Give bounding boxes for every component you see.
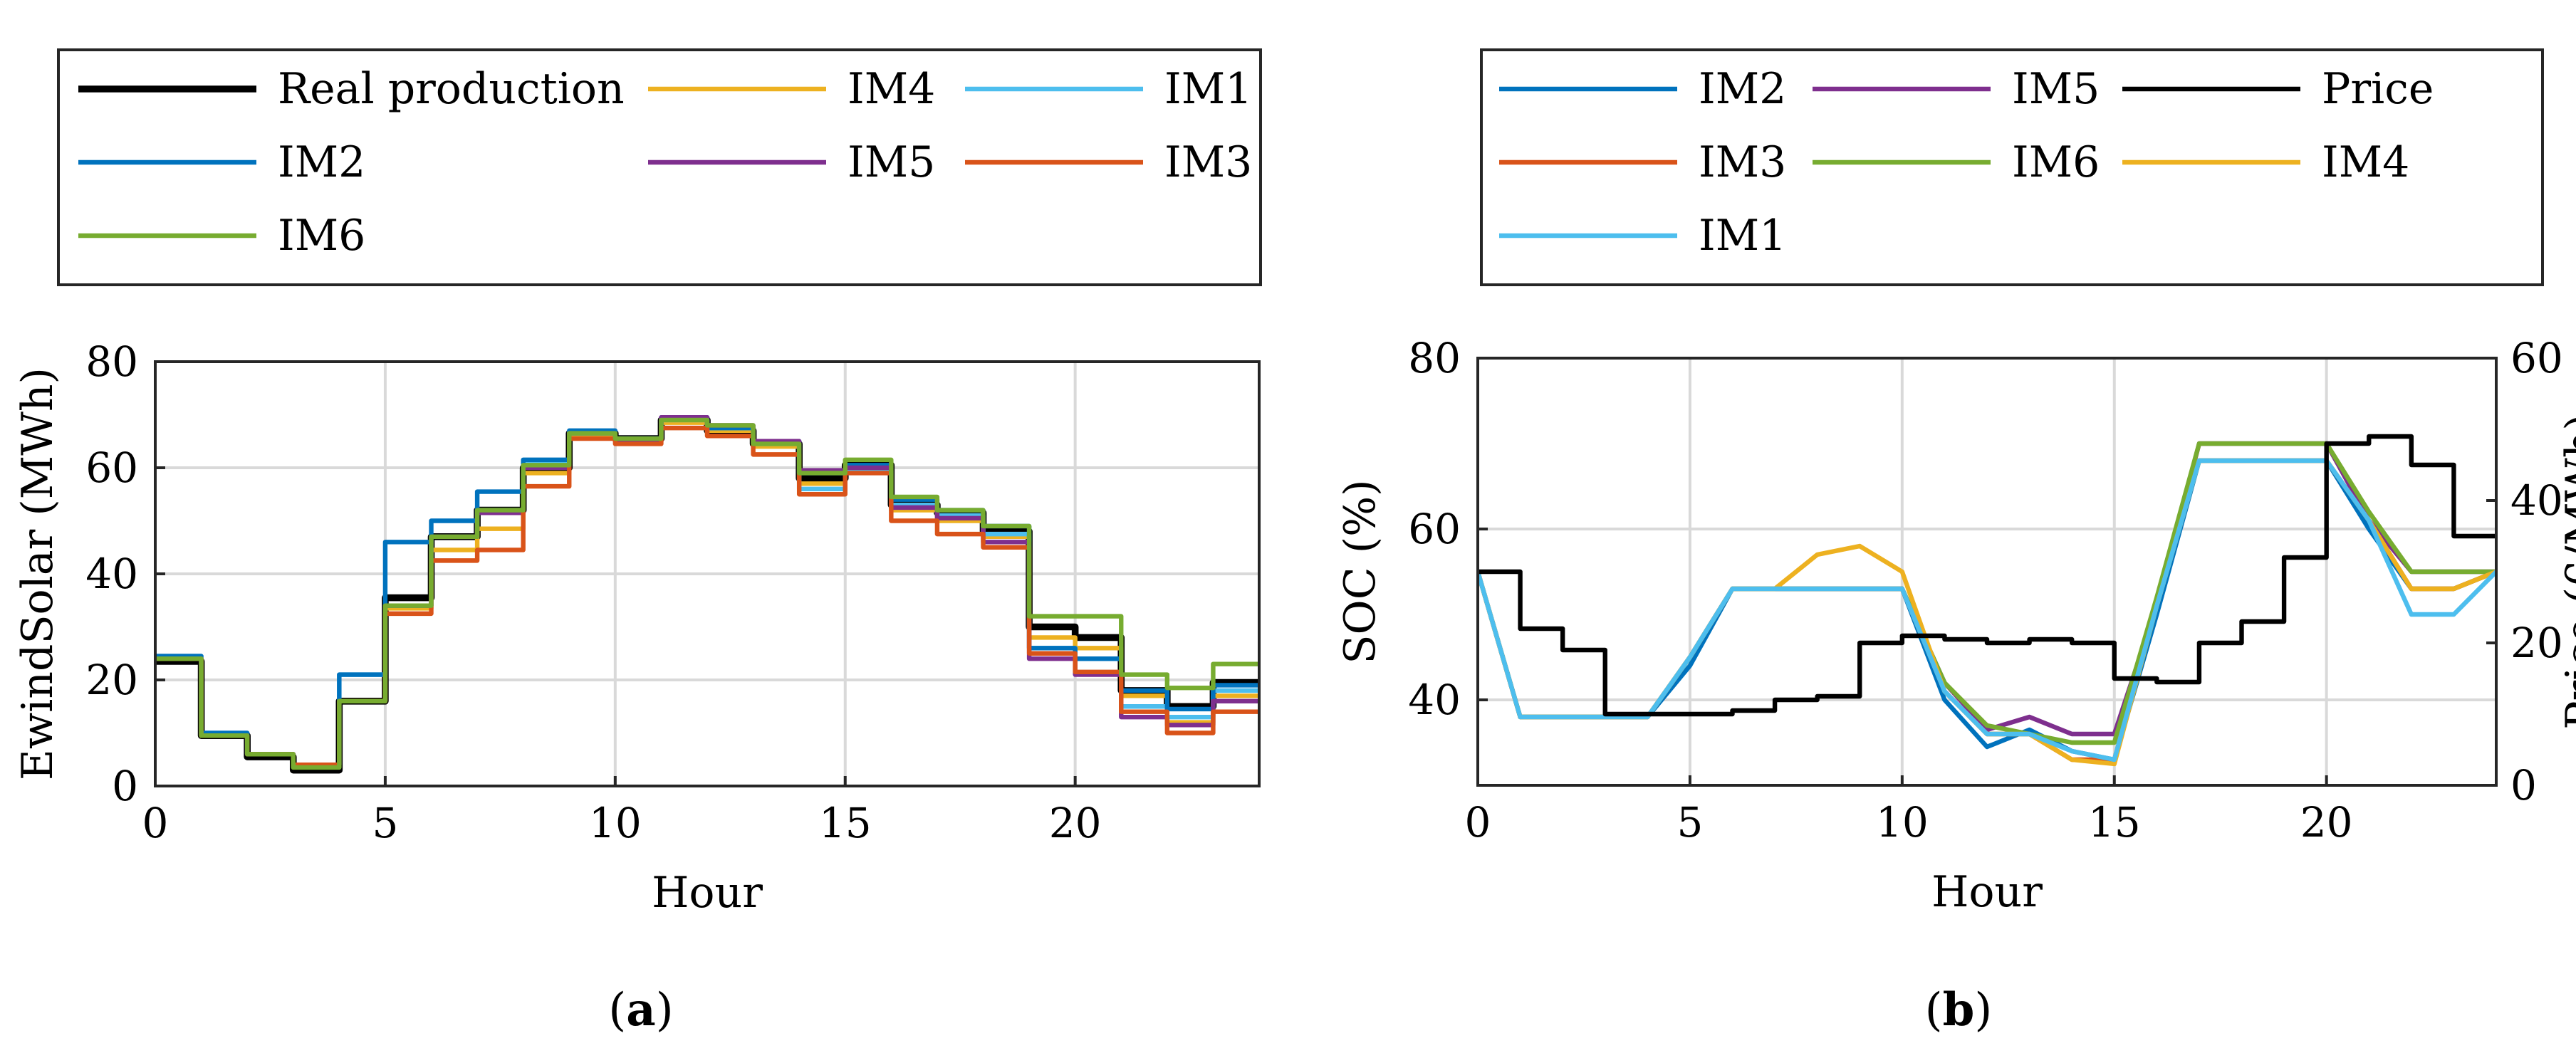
legend-item-im4: IM4 [2122, 137, 2409, 187]
legend-item-im3: IM3 [1499, 137, 1786, 187]
legend-label: IM4 [848, 64, 935, 114]
y-right-tick-label: 20 [2510, 619, 2563, 667]
legend-label: IM3 [1699, 137, 1786, 187]
ticks: 0 5 10 15 20 0 20 40 60 80 [85, 337, 1101, 847]
axes-box [1476, 357, 2498, 787]
x-tick-label: 15 [2088, 798, 2141, 847]
y-tick-label: 40 [1408, 676, 1461, 724]
legend-label: IM5 [848, 137, 935, 187]
legend-label: IM1 [1164, 64, 1252, 114]
legend-label: IM6 [2012, 137, 2100, 187]
legend-item-im4: IM4 [648, 64, 935, 114]
legend-label: IM1 [1699, 211, 1786, 261]
x-tick-label: 20 [1049, 799, 1102, 847]
x-tick-label: 20 [2300, 798, 2353, 847]
legend-item-im2: IM2 [78, 137, 365, 187]
legend-item-im5: IM5 [1813, 64, 2100, 114]
y-tick-label: 40 [85, 550, 138, 598]
y-tick-label: 20 [85, 656, 138, 704]
y-axis-label: EwindSolar (MWh) [13, 367, 63, 780]
series-line-price [1478, 434, 2496, 717]
chart-panel-b: 0 5 10 15 20 40 60 80 0 20 40 60 Hour SOC (%) Price (€… [1335, 48, 2576, 917]
x-axis-label: Hour [652, 868, 763, 918]
legend-item-im6: IM6 [78, 211, 365, 261]
y-right-tick-label: 0 [2510, 761, 2537, 810]
y-axis-label: SOC (%) [1335, 479, 1385, 664]
legend-box [57, 48, 1262, 286]
y-tick-label: 60 [85, 444, 138, 492]
legend-item-real-production: Real production [78, 64, 625, 114]
x-axis-label: Hour [1931, 867, 2043, 917]
x-tick-label: 10 [1876, 798, 1929, 847]
legend-item-im5: IM5 [648, 137, 935, 187]
legend-item-price: Price [2122, 64, 2434, 114]
series-group [1478, 434, 2496, 767]
legend: IM2 IM5 Price IM3 IM6 IM4 IM1 [1480, 48, 2544, 286]
y-tick-label: 80 [85, 337, 138, 386]
y-axis-label-right: Price (€/MWh) [2557, 414, 2576, 729]
x-tick-label: 0 [142, 799, 169, 847]
legend-label: IM2 [278, 137, 365, 187]
y-tick-label: 80 [1408, 334, 1461, 382]
caption-a: (a) [608, 983, 673, 1037]
legend-label: IM4 [2322, 137, 2409, 187]
series-line-im6 [155, 417, 1259, 770]
ticks: 0 5 10 15 20 40 60 80 0 20 40 60 [1408, 334, 2563, 847]
chart-panel-a: 0 5 10 15 20 0 20 40 60 80 Hour EwindSolar (MWh) Rea… [13, 48, 1262, 918]
legend-item-im3: IM3 [965, 137, 1252, 187]
legend-label: Real production [278, 64, 625, 114]
y-right-tick-label: 40 [2510, 476, 2563, 525]
legend-label: IM3 [1164, 137, 1252, 187]
x-tick-label: 5 [1677, 798, 1703, 847]
caption-b: (b) [1925, 983, 1993, 1037]
x-tick-label: 15 [819, 799, 872, 847]
x-tick-label: 5 [372, 799, 398, 847]
legend-label: IM5 [2012, 64, 2100, 114]
legend-label: Price [2322, 64, 2434, 114]
x-tick-label: 10 [589, 799, 642, 847]
legend-item-im1: IM1 [1499, 211, 1786, 261]
series-group [155, 415, 1259, 774]
legend-label: IM6 [278, 211, 365, 261]
y-tick-label: 0 [112, 762, 138, 810]
plot-area [1478, 358, 2496, 785]
y-right-tick-label: 60 [2510, 334, 2563, 382]
legend-label: IM2 [1699, 64, 1786, 114]
legend-item-im2: IM2 [1499, 64, 1786, 114]
legend-item-im1: IM1 [965, 64, 1252, 114]
x-tick-label: 0 [1465, 798, 1491, 847]
legend-item-im6: IM6 [1813, 137, 2100, 187]
legend: Real production IM4 IM1 IM2 IM5 IM3 IM6 [57, 48, 1262, 286]
y-tick-label: 60 [1408, 505, 1461, 553]
grid [155, 362, 1259, 786]
